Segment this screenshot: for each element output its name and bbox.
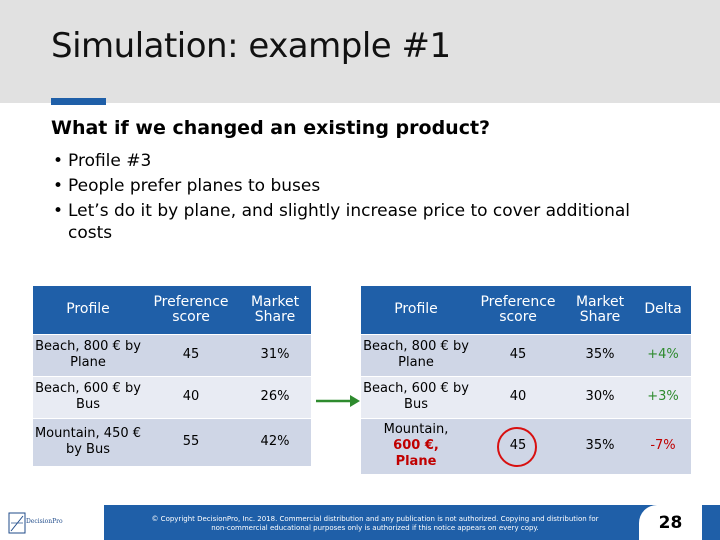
table-header-row: Profile Preference score Market Share [33,286,311,334]
highlight-circle [497,427,537,467]
cell-profile: Mountain, 450 € by Bus [33,417,143,466]
title-band [0,0,720,103]
cell-delta: -7% [635,417,691,474]
cell-profile-destination: Mountain, [383,422,449,438]
slide-subtitle: What if we changed an existing product? [51,117,491,139]
page-number: 28 [658,513,683,533]
cell-share: 35% [565,417,635,474]
header-preference-score: Preference score [143,286,239,334]
arrow-right-icon [316,395,360,407]
cell-profile: Beach, 800 € by Plane [361,333,471,376]
table-row: Beach, 600 € by Bus 40 30% +3% [361,375,691,418]
cell-delta: +3% [635,375,691,418]
cell-profile: Beach, 600 € by Bus [33,375,143,418]
cell-share: 26% [239,375,311,418]
decisionpro-logo [8,512,26,534]
cell-delta: +4% [635,333,691,376]
market-share-table-before: Profile Preference score Market Share Be… [33,286,311,466]
logo-text: DecisionPro [26,518,63,525]
cell-score: 45 [471,333,565,376]
cell-profile: Beach, 600 € by Bus [361,375,471,418]
header-market-share: Market Share [239,286,311,334]
cell-share: 42% [239,417,311,466]
bullet-item: Profile #3 [51,150,651,172]
footer-band [104,505,720,540]
cell-score: 45 [143,333,239,376]
copyright-notice: © Copyright DecisionPro, Inc. 2018. Comm… [151,515,599,532]
cell-share: 30% [565,375,635,418]
table-row: Beach, 800 € by Plane 45 31% [33,333,311,376]
cell-profile: Beach, 800 € by Plane [33,333,143,376]
table-row: Beach, 600 € by Bus 40 26% [33,375,311,418]
cell-profile: Mountain, 600 €, Plane [361,417,471,474]
cell-score: 40 [471,375,565,418]
cell-score: 40 [143,375,239,418]
bullet-list: Profile #3 People prefer planes to buses… [51,150,651,247]
table-header-row: Profile Preference score Market Share De… [361,286,691,334]
header-profile: Profile [33,286,143,334]
market-share-table-after: Profile Preference score Market Share De… [361,286,691,474]
header-delta: Delta [635,286,691,334]
bullet-item: People prefer planes to buses [51,175,651,197]
cell-profile-changed: 600 €, Plane [393,438,439,470]
table-row: Beach, 800 € by Plane 45 35% +4% [361,333,691,376]
header-profile: Profile [361,286,471,334]
cell-share: 35% [565,333,635,376]
bullet-item: Let’s do it by plane, and slightly incre… [51,200,651,244]
slide-title: Simulation: example #1 [51,26,451,66]
accent-bar [51,98,106,105]
header-preference-score: Preference score [471,286,565,334]
cell-share: 31% [239,333,311,376]
page-number-badge [639,505,702,540]
header-market-share: Market Share [565,286,635,334]
cell-score: 55 [143,417,239,466]
table-row: Mountain, 450 € by Bus 55 42% [33,417,311,466]
